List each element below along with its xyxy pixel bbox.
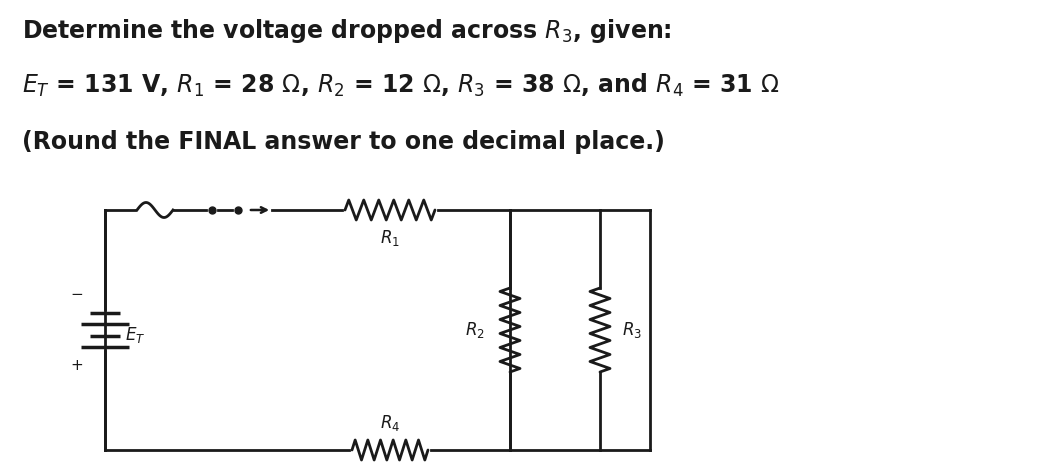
Text: $\mathit{E}_T$: $\mathit{E}_T$ bbox=[126, 325, 145, 345]
Text: −: − bbox=[71, 287, 84, 302]
Text: +: + bbox=[71, 358, 84, 373]
Text: Determine the voltage dropped across $\mathit{R}_3$, given:: Determine the voltage dropped across $\m… bbox=[22, 17, 672, 45]
Text: $\mathit{R}_1$: $\mathit{R}_1$ bbox=[380, 228, 400, 248]
Text: $\mathit{R}_3$: $\mathit{R}_3$ bbox=[622, 320, 642, 340]
Text: $\mathit{R}_4$: $\mathit{R}_4$ bbox=[380, 413, 401, 433]
Text: (Round the FINAL answer to one decimal place.): (Round the FINAL answer to one decimal p… bbox=[22, 130, 665, 154]
Text: $\mathit{R}_2$: $\mathit{R}_2$ bbox=[465, 320, 485, 340]
Text: $\mathit{E}_T$ = 131 V, $\mathit{R}_1$ = 28 $\Omega$, $\mathit{R}_2$ = 12 $\Omeg: $\mathit{E}_T$ = 131 V, $\mathit{R}_1$ =… bbox=[22, 72, 779, 99]
